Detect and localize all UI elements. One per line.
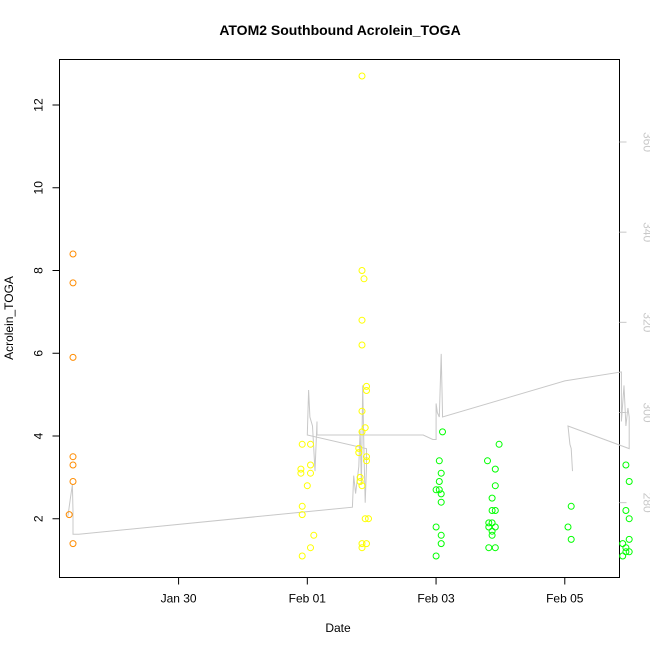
secondary-series-line [67, 353, 630, 535]
data-point-0-7 [69, 540, 77, 548]
data-point-2-25 [491, 544, 499, 552]
data-point-2-9 [437, 531, 445, 539]
data-point-1-7 [307, 440, 314, 448]
data-point-0-2 [69, 279, 77, 287]
data-point-1-15 [356, 478, 364, 485]
x-tick-label: Jan 30 [161, 592, 197, 606]
y-tick-label: 8 [32, 267, 46, 274]
data-point-0-1 [69, 250, 77, 258]
data-point-1-32 [363, 540, 370, 548]
data-point-0-6 [69, 478, 77, 485]
data-point-1-10 [307, 544, 314, 552]
data-point-1-8 [307, 461, 314, 469]
data-point-2-28 [567, 502, 575, 510]
data-point-2-35 [622, 548, 630, 556]
y-tick-label: 4 [32, 432, 46, 439]
data-point-1-22 [358, 482, 366, 490]
x-tick-label: Feb 03 [417, 592, 455, 606]
data-point-2-12 [484, 457, 491, 465]
y-tick-label: 12 [32, 98, 46, 112]
data-point-1-31 [363, 457, 370, 465]
data-point-2-11 [439, 428, 446, 436]
data-point-2-10 [437, 540, 445, 548]
data-point-2-13 [485, 519, 493, 527]
data-point-1-6 [303, 482, 311, 490]
y2-tick-label: 360 [641, 132, 650, 152]
data-point-0-0 [65, 511, 73, 519]
data-point-2-20 [488, 531, 496, 539]
data-point-2-27 [564, 523, 572, 531]
data-point-1-9 [307, 469, 314, 477]
data-point-1-0 [297, 465, 305, 473]
data-point-2-36 [625, 478, 633, 485]
data-point-2-23 [491, 507, 499, 514]
data-point-2-1 [432, 523, 440, 531]
x-tick-label: Feb 01 [289, 592, 327, 606]
data-point-0-4 [69, 453, 77, 461]
data-point-2-39 [625, 548, 633, 556]
data-point-2-3 [435, 457, 443, 465]
data-point-1-13 [355, 449, 363, 457]
data-point-1-11 [310, 531, 318, 539]
data-point-1-23 [358, 540, 366, 548]
x-tick-label: Feb 05 [546, 592, 584, 606]
data-point-2-21 [491, 465, 499, 473]
data-point-2-33 [622, 507, 630, 514]
data-point-1-4 [298, 511, 306, 519]
plot-frame [59, 59, 620, 578]
data-point-2-2 [432, 552, 440, 560]
data-point-1-14 [356, 473, 364, 481]
data-point-1-29 [363, 387, 370, 394]
data-point-1-25 [360, 275, 368, 283]
data-point-2-17 [488, 507, 496, 514]
data-point-0-5 [69, 461, 77, 469]
data-point-2-4 [435, 478, 443, 485]
data-point-2-38 [625, 535, 633, 543]
data-point-1-27 [361, 515, 369, 523]
data-point-2-5 [435, 486, 443, 494]
data-point-2-29 [567, 535, 575, 543]
data-point-2-37 [625, 515, 633, 523]
data-point-1-5 [298, 552, 306, 560]
data-point-2-32 [622, 461, 630, 469]
y-axis-label: Acrolein_TOGA [2, 276, 16, 360]
data-point-1-3 [298, 502, 306, 510]
data-point-1-20 [358, 407, 366, 415]
x-axis-label: Date [325, 621, 351, 635]
y-tick-label: 10 [32, 181, 46, 195]
y2-tick-label: 340 [641, 222, 650, 242]
data-point-2-26 [495, 440, 503, 448]
data-point-2-0 [432, 486, 440, 494]
data-point-2-22 [491, 482, 499, 490]
y2-tick-label: 320 [641, 312, 650, 332]
data-point-2-6 [437, 469, 445, 477]
data-point-1-17 [358, 267, 366, 274]
data-point-1-24 [358, 544, 366, 552]
y-tick-label: 6 [32, 350, 46, 357]
data-point-2-16 [488, 494, 496, 502]
data-point-1-12 [355, 444, 363, 452]
data-point-1-30 [363, 453, 370, 461]
data-point-1-19 [358, 341, 366, 349]
data-point-0-3 [69, 353, 77, 361]
data-point-1-18 [358, 316, 366, 324]
data-point-1-26 [361, 424, 369, 432]
y2-tick-label: 280 [641, 493, 650, 513]
data-point-2-24 [491, 523, 499, 531]
data-point-2-7 [437, 490, 445, 498]
data-point-1-16 [358, 72, 366, 80]
y2-tick-label: 300 [641, 402, 650, 422]
data-point-2-8 [437, 498, 445, 506]
data-point-1-2 [298, 440, 306, 448]
y-tick-label: 2 [32, 515, 46, 522]
chart-marks: Jan 30 Feb 01 Feb 03 Feb 05 2 4 6 8 10 12 280 300 32… [32, 72, 650, 606]
data-point-1-28 [363, 382, 370, 390]
chart-title: ATOM2 Southbound Acrolein_TOGA [219, 22, 460, 38]
data-point-1-33 [365, 515, 372, 523]
data-point-1-1 [297, 469, 305, 477]
